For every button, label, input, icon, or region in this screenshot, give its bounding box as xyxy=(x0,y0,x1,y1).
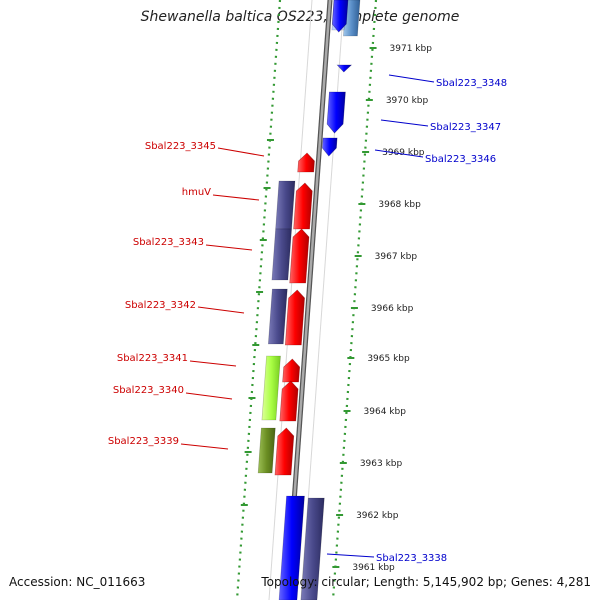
gene-label-reverse[interactable]: Sbal223_3348 xyxy=(436,78,507,89)
gene-label-leader xyxy=(380,119,429,127)
feature-block xyxy=(257,427,276,474)
gene-label-forward[interactable]: Sbal223_3339 xyxy=(108,436,179,447)
forward-cds-arrow xyxy=(289,228,310,284)
topology-text: Topology: circular; Length: 5,145,902 bp… xyxy=(261,575,591,589)
gene-label-leader xyxy=(374,149,424,158)
feature-block xyxy=(261,355,281,421)
forward-cds-arrow xyxy=(279,380,299,422)
reverse-cds-arrow xyxy=(336,64,353,73)
gene-label-leader xyxy=(197,306,245,314)
gene-label-forward[interactable]: Sbal223_3345 xyxy=(145,141,216,152)
gene-label-reverse[interactable]: Sbal223_3346 xyxy=(425,154,496,165)
gene-label-leader xyxy=(217,147,265,157)
feature-block xyxy=(271,228,292,281)
gene-label-forward[interactable]: Sbal223_3342 xyxy=(125,300,196,311)
gene-label-leader xyxy=(326,553,375,558)
kbp-ticks: 3971 kbp 3970 kbp 3969 kbp 3968 kbp 3967 kbp… xyxy=(332,44,432,573)
kbp-tick-label: 3962 kbp xyxy=(356,511,399,521)
gene-labels: Sbal223_3345 hmuV Sbal223_3343 Sbal223_3342… xyxy=(108,74,507,564)
gene-label-forward[interactable]: hmuV xyxy=(182,187,211,198)
forward-cds-arrow xyxy=(297,152,315,173)
kbp-tick-label: 3961 kbp xyxy=(352,563,395,573)
gene-label-leader xyxy=(189,360,237,367)
gene-label-leader xyxy=(212,194,260,201)
gene-label-reverse[interactable]: Sbal223_3338 xyxy=(376,553,447,564)
feature-block xyxy=(300,497,325,600)
kbp-tick-label: 3965 kbp xyxy=(367,354,410,364)
kbp-tick-label: 3967 kbp xyxy=(375,252,418,262)
feature-blocks xyxy=(257,0,361,600)
gene-label-reverse[interactable]: Sbal223_3347 xyxy=(430,122,501,133)
forward-cds-arrow xyxy=(282,358,301,383)
gene-label-leader xyxy=(388,74,435,83)
kbp-tick-label: 3969 kbp xyxy=(382,148,425,158)
forward-cds-arrow xyxy=(274,427,295,476)
gene-label-forward[interactable]: Sbal223_3341 xyxy=(117,353,188,364)
dotted-track-right xyxy=(331,0,378,600)
cds-features xyxy=(274,0,353,476)
forward-cds-arrow xyxy=(284,289,305,346)
accession-text: Accession: NC_011663 xyxy=(9,575,146,589)
feature-block xyxy=(275,180,296,230)
kbp-tick-label: 3963 kbp xyxy=(360,459,403,469)
forward-cds-arrow xyxy=(293,182,313,230)
kbp-tick-label: 3970 kbp xyxy=(386,96,429,106)
reverse-cds-arrow xyxy=(322,137,338,157)
kbp-tick-label: 3968 kbp xyxy=(378,200,421,210)
kbp-tick-label: 3966 kbp xyxy=(371,304,414,314)
feature-block xyxy=(278,495,305,600)
kbp-tick-label: 3964 kbp xyxy=(364,407,407,417)
feature-block xyxy=(267,288,288,345)
gene-label-leader xyxy=(185,392,233,400)
reverse-cds-arrow xyxy=(326,91,346,134)
kbp-tick-label: 3971 kbp xyxy=(390,44,433,54)
map-title: Shewanella baltica OS223, complete genom… xyxy=(140,9,460,25)
gene-label-forward[interactable]: Sbal223_3340 xyxy=(113,385,184,396)
gene-label-forward[interactable]: Sbal223_3343 xyxy=(133,237,204,248)
dotted-feature-tracks xyxy=(235,0,378,600)
gene-label-leader xyxy=(205,244,253,251)
gene-label-leader xyxy=(180,443,229,450)
reverse-cds-arrow xyxy=(331,0,349,33)
